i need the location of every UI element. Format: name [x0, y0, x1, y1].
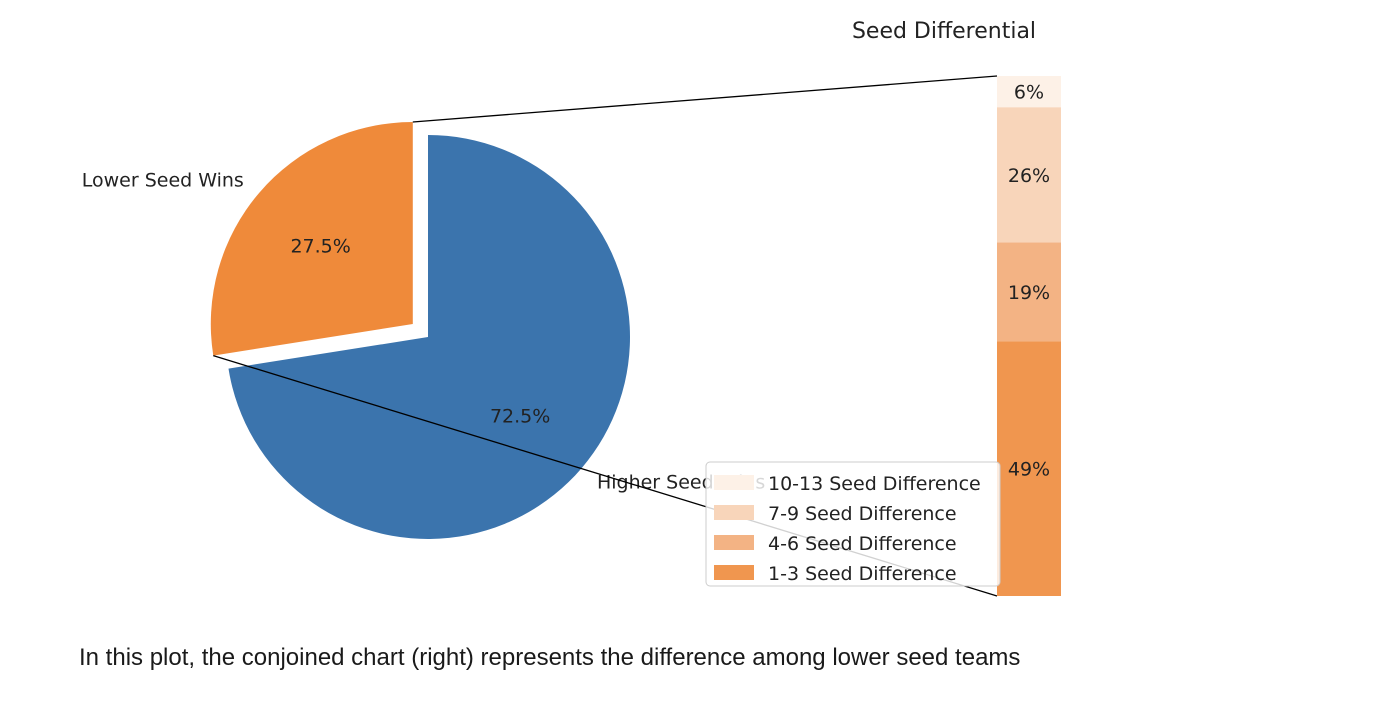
legend-swatch-10-13-seed-difference	[714, 475, 754, 490]
legend: 10-13 Seed Difference 7-9 Seed Difference…	[705, 461, 1001, 587]
bar-segment-10-13-seed-difference	[997, 76, 1061, 108]
stacked-bar-chart: 49% 19% 26% 6%	[997, 76, 1061, 596]
legend-swatch-4-6-seed-difference	[714, 535, 754, 550]
legend-swatch-7-9-seed-difference	[714, 505, 754, 520]
legend-label-4-6-seed-difference: 4-6 Seed Difference	[768, 533, 957, 555]
bar-chart-title: Seed Differential	[852, 19, 1036, 44]
bar-segment-1-3-seed-difference	[997, 341, 1061, 596]
legend-label-10-13-seed-difference: 10-13 Seed Difference	[768, 473, 981, 495]
pie-pct-label-lower-seed-wins: 27.5%	[290, 235, 350, 257]
pie-slice-higher-seed-wins	[228, 135, 631, 539]
legend-box	[705, 461, 1001, 587]
pie-slice-lower-seed-wins	[210, 122, 413, 356]
legend-label-1-3-seed-difference: 1-3 Seed Difference	[768, 563, 957, 585]
bar-segment-label-7-9-seed-difference: 26%	[1008, 165, 1050, 187]
bar-segment-label-4-6-seed-difference: 19%	[1008, 282, 1050, 304]
pie-category-label-lower-seed-wins: Lower Seed Wins	[82, 170, 244, 192]
caption-text: In this plot, the conjoined chart (right…	[79, 644, 1021, 671]
bar-segment-label-1-3-seed-difference: 49%	[1008, 459, 1050, 481]
bar-segment-7-9-seed-difference	[997, 107, 1061, 243]
legend-swatch-1-3-seed-difference	[714, 565, 754, 580]
bar-segment-label-10-13-seed-difference: 6%	[1014, 82, 1044, 104]
bar-segment-4-6-seed-difference	[997, 242, 1061, 342]
pie-pct-label-higher-seed-wins: 72.5%	[490, 406, 550, 428]
legend-label-7-9-seed-difference: 7-9 Seed Difference	[768, 503, 957, 525]
connector-line-top	[412, 75, 998, 123]
